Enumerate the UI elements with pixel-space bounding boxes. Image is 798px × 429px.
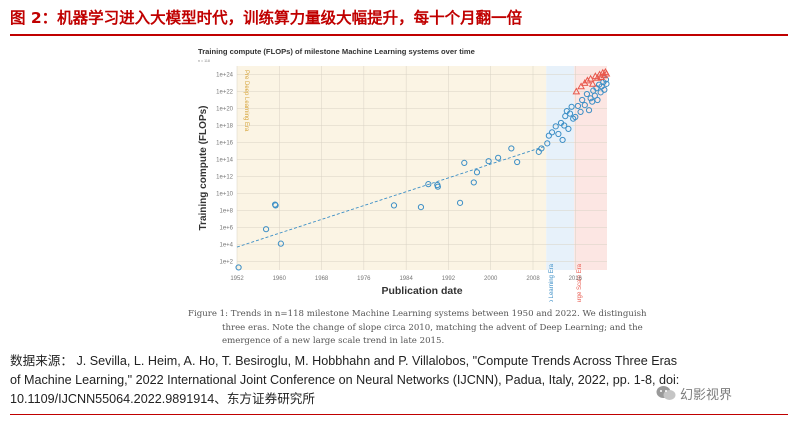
y-tick-label: 1e+22 — [216, 90, 234, 96]
title-rule — [10, 34, 788, 36]
y-tick-label: 1e+18 — [216, 124, 234, 130]
x-axis-title: Publication date — [381, 285, 462, 297]
data-point — [601, 86, 608, 93]
trend-line — [236, 145, 547, 248]
data-point — [538, 145, 545, 152]
figure-caption: Figure 1: Trends in n=118 milestone Mach… — [188, 308, 647, 349]
x-tick-label: 2008 — [526, 276, 540, 282]
era-label: Deep Learning Era — [549, 263, 555, 302]
source-line: 数据来源： J. Sevilla, L. Heim, A. Ho, T. Bes… — [10, 354, 678, 368]
data-point — [461, 159, 468, 167]
era-label: Pre Deep Learning Era — [243, 70, 249, 132]
data-point — [577, 82, 585, 90]
data-point — [514, 158, 521, 166]
data-point — [495, 154, 502, 161]
data-point — [585, 107, 593, 114]
data-point — [544, 140, 551, 147]
data-point — [548, 129, 556, 136]
data-point — [603, 80, 610, 87]
data-point — [473, 169, 481, 176]
data-point — [588, 79, 597, 87]
data-point — [572, 87, 581, 95]
y-tick-label: 1e+6 — [219, 226, 233, 232]
data-point — [597, 73, 606, 80]
wechat-icon — [656, 386, 676, 400]
x-tick-label: 1952 — [230, 276, 244, 282]
y-tick-label: 1e+20 — [216, 107, 234, 113]
source-line: of Machine Learning," 2022 International… — [10, 373, 680, 387]
source-line: 10.1109/IJCNN55064.2022.9891914、东方证券研究所 — [10, 392, 315, 406]
y-tick-label: 1e+14 — [216, 158, 234, 164]
watermark: 幻影视界 — [656, 380, 776, 406]
y-tick-label: 1e+16 — [216, 141, 234, 147]
data-point — [235, 264, 242, 271]
bottom-rule — [10, 414, 788, 415]
y-tick-label: 1e+4 — [219, 243, 233, 249]
data-point — [577, 108, 584, 116]
x-tick-label: 1984 — [399, 276, 413, 282]
data-point — [470, 179, 477, 186]
y-tick-label: 1e+10 — [216, 192, 234, 198]
data-point — [581, 102, 588, 109]
caption-line: three eras. Note the change of slope cir… — [222, 322, 643, 333]
data-point — [594, 96, 601, 104]
data-point — [559, 136, 566, 144]
data-point — [262, 226, 270, 233]
era-label: Large Scale Era — [577, 263, 583, 302]
chart-subtitle: n = 118 — [198, 59, 210, 63]
y-tick-label: 1e+24 — [216, 73, 234, 79]
data-point — [566, 110, 574, 117]
data-point — [568, 103, 575, 110]
x-tick-label: 1968 — [315, 276, 329, 282]
data-point — [591, 92, 598, 99]
x-tick-label: 2000 — [484, 276, 498, 282]
data-source: 数据来源： J. Sevilla, L. Heim, A. Ho, T. Bes… — [10, 352, 790, 409]
data-point — [508, 145, 515, 152]
data-point — [579, 96, 586, 104]
chart-title: Training compute (FLOPs) of milestone Ma… — [198, 47, 475, 56]
data-point — [589, 98, 596, 105]
y-tick-label: 1e+2 — [219, 260, 233, 266]
x-tick-label: 1992 — [442, 276, 456, 282]
data-point — [417, 204, 425, 211]
data-point — [583, 76, 592, 84]
caption-line: emergence of a new large scale trend in … — [222, 336, 445, 346]
figure-title: 图 2：机器学习进入大模型时代，训练算力量级大幅提升，每十个月翻一倍 — [10, 9, 523, 27]
data-point — [545, 132, 552, 139]
data-point — [456, 199, 464, 206]
data-point — [583, 90, 591, 98]
data-point — [555, 130, 562, 138]
y-axis-title: Training compute (FLOPs) — [198, 105, 209, 230]
data-point — [602, 69, 611, 77]
data-point — [277, 240, 284, 247]
era-band — [237, 66, 547, 270]
data-point — [425, 181, 432, 188]
x-tick-label: 1960 — [273, 276, 287, 282]
data-point — [600, 71, 609, 79]
y-tick-label: 1e+12 — [216, 175, 234, 181]
watermark-text: 幻影视界 — [680, 387, 733, 403]
x-tick-label: 2016 — [569, 276, 583, 282]
era-band — [546, 66, 575, 270]
x-tick-label: 1976 — [357, 276, 371, 282]
data-point — [552, 123, 559, 130]
data-point — [485, 158, 492, 165]
data-point — [574, 102, 582, 110]
compute-trend-chart: Training compute (FLOPs) of milestone Ma… — [198, 47, 611, 302]
caption-line: Figure 1: Trends in n=118 milestone Mach… — [188, 309, 647, 319]
data-point — [565, 125, 572, 133]
era-band — [574, 66, 607, 270]
data-point — [390, 202, 398, 209]
data-point — [272, 202, 279, 209]
data-point — [561, 122, 568, 129]
data-point — [572, 113, 579, 121]
y-tick-label: 1e+8 — [219, 209, 233, 215]
data-point — [434, 183, 441, 190]
